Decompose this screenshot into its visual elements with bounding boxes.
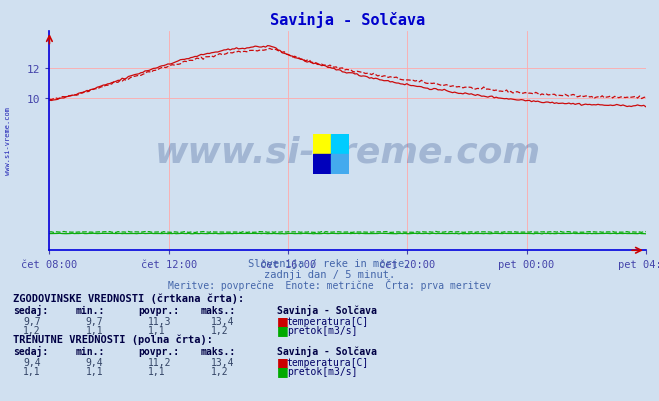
Text: zadnji dan / 5 minut.: zadnji dan / 5 minut.	[264, 269, 395, 279]
Bar	[313, 134, 331, 154]
Text: pretok[m3/s]: pretok[m3/s]	[287, 325, 357, 335]
Text: sedaj:: sedaj:	[13, 305, 48, 316]
Title: Savinja - Solčava: Savinja - Solčava	[270, 11, 425, 28]
Text: min.:: min.:	[76, 306, 105, 316]
Text: maks.:: maks.:	[201, 306, 236, 316]
Text: maks.:: maks.:	[201, 346, 236, 356]
Text: 13,4: 13,4	[211, 357, 235, 367]
Text: www.si-vreme.com: www.si-vreme.com	[5, 106, 11, 174]
Text: 1,2: 1,2	[23, 325, 41, 335]
Text: ■: ■	[277, 314, 289, 327]
Text: Meritve: povprečne  Enote: metrične  Črta: prva meritev: Meritve: povprečne Enote: metrične Črta:…	[168, 278, 491, 290]
Text: 1,1: 1,1	[86, 366, 103, 376]
Text: 1,1: 1,1	[148, 366, 166, 376]
Text: ZGODOVINSKE VREDNOSTI (črtkana črta):: ZGODOVINSKE VREDNOSTI (črtkana črta):	[13, 293, 244, 304]
Text: Slovenija / reke in morje.: Slovenija / reke in morje.	[248, 259, 411, 269]
Text: 1,1: 1,1	[23, 366, 41, 376]
Text: ■: ■	[277, 364, 289, 377]
Text: Savinja - Solčava: Savinja - Solčava	[277, 346, 377, 356]
Text: 9,4: 9,4	[23, 357, 41, 367]
Text: 1,1: 1,1	[148, 325, 166, 335]
Text: 11,3: 11,3	[148, 316, 172, 326]
Text: temperatura[C]: temperatura[C]	[287, 357, 369, 367]
Text: www.si-vreme.com: www.si-vreme.com	[155, 135, 540, 169]
Text: 9,7: 9,7	[86, 316, 103, 326]
Bar	[313, 154, 331, 174]
Text: povpr.:: povpr.:	[138, 306, 179, 316]
Text: Savinja - Solčava: Savinja - Solčava	[277, 305, 377, 316]
Text: povpr.:: povpr.:	[138, 346, 179, 356]
Bar	[331, 134, 349, 154]
Text: 1,2: 1,2	[211, 325, 229, 335]
Text: sedaj:: sedaj:	[13, 346, 48, 356]
Text: temperatura[C]: temperatura[C]	[287, 316, 369, 326]
Text: 11,2: 11,2	[148, 357, 172, 367]
Text: TRENUTNE VREDNOSTI (polna črta):: TRENUTNE VREDNOSTI (polna črta):	[13, 334, 213, 344]
Text: ■: ■	[277, 355, 289, 368]
Bar	[331, 154, 349, 174]
Text: 9,7: 9,7	[23, 316, 41, 326]
Text: 13,4: 13,4	[211, 316, 235, 326]
Text: ■: ■	[277, 323, 289, 336]
Text: 9,4: 9,4	[86, 357, 103, 367]
Text: 1,2: 1,2	[211, 366, 229, 376]
Text: pretok[m3/s]: pretok[m3/s]	[287, 366, 357, 376]
Text: 1,1: 1,1	[86, 325, 103, 335]
Text: min.:: min.:	[76, 346, 105, 356]
